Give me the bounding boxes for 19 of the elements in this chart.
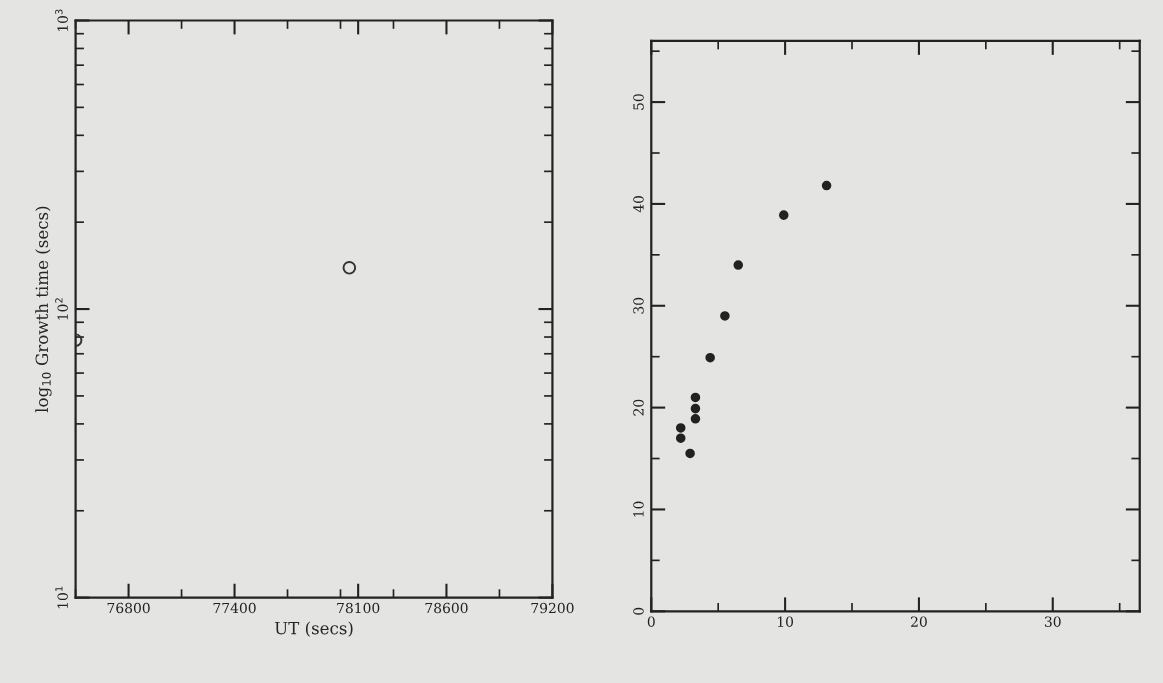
x-tick-label: 0 [647,616,655,627]
y-tick-label: 40 [633,196,644,213]
x-tick-label: 77400 [213,602,256,614]
y-tick-label: 50 [633,94,644,110]
y-tick-label: 10$^{1}$ [55,586,68,609]
x-tick-label: 78600 [425,602,468,614]
x-tick-label: 10 [777,616,794,627]
y-tick-label: 10 [633,501,644,517]
y-axis-title: log$_{10}$ Growth time (secs) [35,206,52,413]
y-tick-label: 20 [633,399,644,416]
y-tick-label: 30 [633,297,644,314]
y-tick-label: 10$^{3}$ [55,9,68,32]
x-tick-label: 20 [911,616,927,627]
x-tick-label: 30 [1044,616,1061,627]
x-tick-label: 78100 [337,602,380,614]
y-tick-label: 10$^{2}$ [55,298,68,320]
x-tick-label: 76800 [107,602,150,614]
x-axis-title: UT (secs) [274,621,353,637]
x-tick-label: 79200 [531,602,574,614]
